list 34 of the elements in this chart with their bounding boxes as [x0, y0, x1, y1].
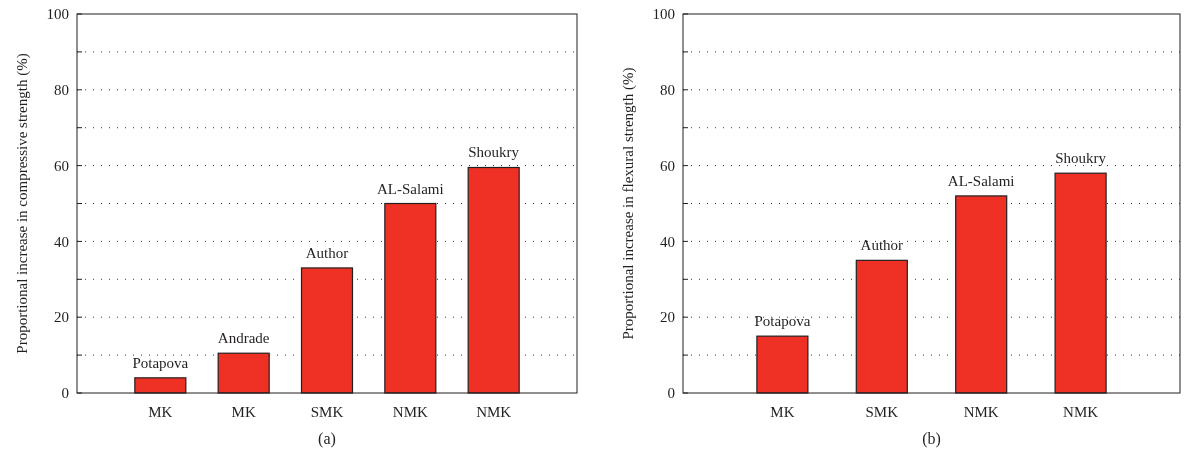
y-tick-label: 100 [46, 6, 69, 23]
data-label: Andrade [217, 330, 270, 347]
y-tick-label: 80 [54, 82, 69, 99]
data-label: Potapova [132, 354, 189, 371]
x-tick-label: SMK [865, 404, 899, 420]
data-label: Author [860, 237, 904, 254]
y-tick-label: 60 [54, 157, 69, 174]
x-tick-label: MK [148, 404, 173, 420]
data-label: Author [305, 244, 349, 261]
x-tick-label: MK [770, 404, 795, 420]
data-label: Potapova [754, 313, 811, 330]
x-tick-label: NMK [476, 404, 512, 420]
x-tick-label: SMK [310, 404, 344, 420]
y-tick-label: 0 [61, 385, 69, 402]
data-label: AL-Salami [947, 172, 1015, 189]
data-label: AL-Salami [377, 180, 444, 197]
y-tick-label: 40 [54, 233, 69, 250]
y-tick-label: 20 [660, 309, 675, 326]
y-axis-title: Proportional increase in compressive strength (%) [14, 53, 31, 354]
x-tick-label: NMK [1063, 404, 1099, 420]
y-tick-label: 40 [660, 233, 675, 250]
text: (a) [318, 430, 336, 448]
data-label: Shoukry [1055, 150, 1107, 167]
y-tick-label: 100 [652, 6, 675, 23]
y-tick-label: 60 [660, 157, 675, 174]
y-tick-label: 80 [660, 82, 675, 99]
y-tick-label: 20 [54, 309, 69, 326]
y-axis-title: Proportional increase in flexural strength (%) [620, 67, 637, 340]
x-tick-label: NMK [392, 404, 428, 420]
x-tick-label: MK [231, 404, 256, 420]
x-tick-label: NMK [963, 404, 999, 420]
y-tick-label: 0 [667, 385, 675, 402]
data-label: Shoukry [468, 144, 520, 161]
text: (b) [922, 430, 941, 448]
